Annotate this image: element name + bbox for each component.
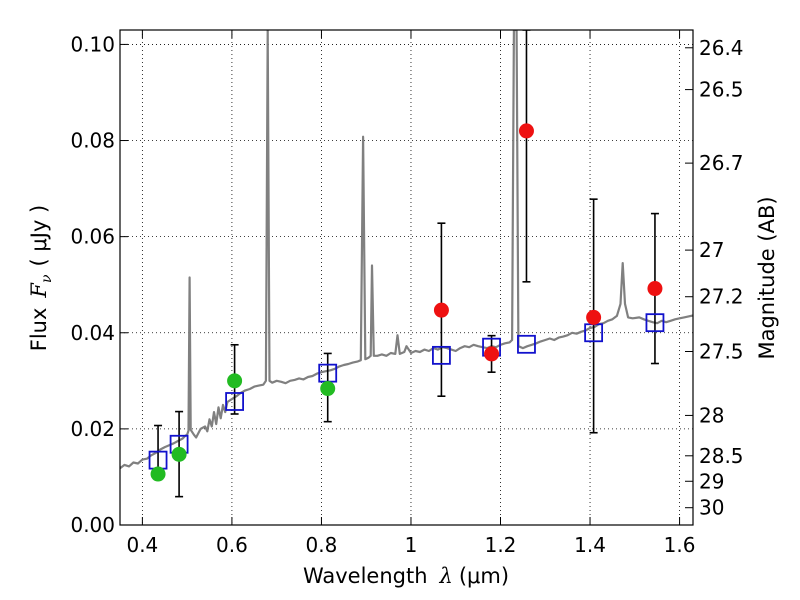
photometry-circle-marker	[320, 381, 336, 397]
x-tick-label: 1.4	[574, 533, 606, 557]
plot-background	[120, 30, 693, 525]
x-tick-label: 1.2	[485, 533, 517, 557]
mag-tick-label: 27.5	[699, 340, 744, 364]
mag-tick-label: 28.5	[699, 444, 744, 468]
model-square-marker	[517, 334, 536, 354]
axis-ticks: 0.4 0.6 0.8 1 1.2 1.4 1.6 0.00 0.02 0.04 0.06 0.08 0…	[70, 30, 744, 557]
y-tick-label: 0.04	[70, 321, 115, 345]
photometry-circle-marker	[586, 309, 602, 325]
photometry-circle-marker	[150, 466, 166, 482]
y-tick-label: 0.06	[70, 225, 115, 249]
y-tick-label: 0.02	[70, 417, 115, 441]
photometry-circle-marker	[171, 446, 187, 462]
photometry-circle-marker	[227, 373, 243, 389]
mag-tick-label: 30	[699, 496, 724, 520]
x-tick-label: 1.6	[664, 533, 696, 557]
model-square-marker	[645, 313, 665, 333]
photometry-circle-marker	[647, 281, 663, 297]
data-markers	[148, 123, 665, 482]
mag-tick-label: 29	[699, 469, 724, 493]
y2-axis-title: Magnitude (AB)	[755, 196, 779, 359]
model-square-marker	[225, 392, 245, 411]
photometry-circle-marker	[518, 123, 534, 139]
mag-tick-label: 26.7	[699, 151, 744, 175]
mag-tick-label: 28	[699, 403, 724, 427]
x-axis-title: Wavelength λ (μm)	[303, 564, 509, 588]
x-tick-label: 0.6	[216, 533, 248, 557]
plot-frame	[119, 29, 694, 526]
y-axis-title: FluxFν( μJy )	[27, 205, 55, 351]
plot-area	[120, 30, 693, 498]
mag-tick-label: 26.5	[699, 78, 744, 102]
photometry-circle-marker	[433, 302, 449, 318]
grid-lines	[120, 30, 693, 526]
mag-tick-label: 26.4	[699, 36, 744, 60]
x-tick-label: 0.8	[306, 533, 338, 557]
mag-tick-label: 27.2	[699, 285, 744, 309]
y-tick-label: 0.00	[70, 513, 115, 537]
model-square-marker	[432, 345, 451, 365]
y-tick-label: 0.08	[70, 129, 115, 153]
photometry-circle-marker	[484, 346, 500, 362]
mag-tick-label: 27	[699, 238, 724, 262]
x-tick-label: 1	[405, 533, 418, 557]
model-spectrum-line	[120, 30, 693, 470]
y-tick-label: 0.10	[70, 32, 115, 56]
x-tick-label: 0.4	[126, 533, 158, 557]
